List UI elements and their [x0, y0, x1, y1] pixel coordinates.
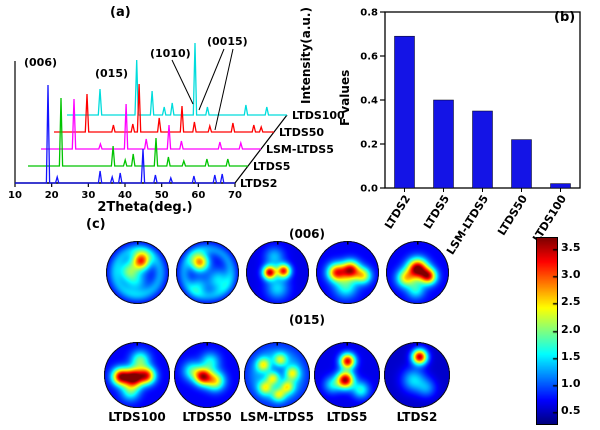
- xrd-plot: 10 20 30 40 50 60 70 LTDS100 LTDS50 LSM-LTDS5 LTDS…: [8, 35, 345, 201]
- colorbar-tick-label: 1.0: [561, 377, 581, 390]
- panel-c-label: (c): [86, 217, 106, 232]
- bar-y-tick-label: 0.4: [360, 96, 378, 107]
- pole-row-label-006: (006): [288, 227, 326, 241]
- pole-figure-015-LTDS50: [174, 342, 240, 408]
- bar-LSM-LTDS5: [472, 110, 493, 189]
- pole-column-label-LTDS50: LTDS50: [182, 410, 232, 424]
- colorbar-tick-label: 0.5: [561, 404, 581, 417]
- xrd-peak-pointer-line: [171, 59, 194, 105]
- xrd-xaxis-title: 2Theta(deg.): [97, 200, 193, 215]
- xrd-peak-label: (006): [24, 56, 57, 69]
- xrd-peak-label: (1010): [150, 47, 191, 60]
- colorbar-tick-label: 3.5: [561, 241, 581, 254]
- xrd-series-label-LSM-LTDS5: LSM-LTDS5: [266, 143, 334, 156]
- bar-y-tick-label: 0.0: [360, 184, 378, 195]
- xrd-peak-label: (0015): [207, 35, 248, 48]
- xrd-trace-LTDS50: [54, 83, 274, 133]
- xrd-peak-pointer-line: [214, 48, 234, 131]
- panel-b-f-values-bar-chart: 0.0 0.2 0.4 0.6 0.8 LTDS2 LTDS5 LSM-LTDS5 LTDS50…: [330, 0, 600, 257]
- xrd-x-tick-label: 30: [81, 190, 95, 201]
- pole-figure-006-LTDS5: [315, 241, 379, 304]
- xrd-series-label-LTDS50: LTDS50: [279, 126, 324, 139]
- bar-y-tick-label: 0.8: [360, 8, 378, 19]
- pole-figure-006-LTDS100: [105, 241, 169, 304]
- panel-a-xrd-waterfall: 10 20 30 40 50 60 70 LTDS100 LTDS50 LSM-LTDS5 LTDS…: [0, 0, 350, 218]
- colorbar-tick-label: 1.5: [561, 350, 581, 363]
- bar-y-tick-label: 0.6: [360, 52, 378, 63]
- xrd-x-tick-label: 60: [191, 190, 205, 201]
- xrd-peak-label: (015): [95, 67, 128, 80]
- xrd-trace-LSM-LTDS5: [41, 98, 261, 150]
- xrd-x-tick-label: 20: [45, 190, 59, 201]
- colorbar-tick-label: 2.0: [561, 323, 581, 336]
- xrd-x-tick-label: 10: [8, 190, 22, 201]
- bar-y-tick-label: 0.2: [360, 140, 378, 151]
- bar-LTDS2: [394, 35, 415, 189]
- pole-column-label-LTDS100: LTDS100: [108, 410, 166, 424]
- xrd-trace-LTDS5: [28, 97, 248, 167]
- pole-figure-015-LSM-LTDS5: [244, 342, 310, 408]
- pole-figure-015-LTDS5: [314, 342, 380, 408]
- xrd-series-label-LTDS100: LTDS100: [292, 109, 345, 122]
- pole-figure-006-LSM-LTDS5: [245, 241, 309, 304]
- pole-figure-015-LTDS100: [104, 342, 170, 408]
- bar-yaxis-title: F values: [338, 69, 352, 126]
- pole-column-label-LTDS5: LTDS5: [326, 410, 368, 424]
- xrd-trace-LTDS100: [67, 42, 287, 116]
- xrd-series-label-LTDS2: LTDS2: [240, 177, 277, 190]
- xrd-peak-pointer-line: [198, 48, 225, 111]
- bar-LTDS5: [433, 99, 454, 189]
- bar-LTDS50: [511, 139, 532, 189]
- colorbar: [536, 237, 558, 425]
- pole-column-label-LSM-LTDS5: LSM-LTDS5: [239, 410, 314, 424]
- colorbar-tick-label: 2.5: [561, 295, 581, 308]
- xrd-intensity-axis-title: Intensity(a.u.): [299, 7, 313, 104]
- xrd-x-tick-label: 40: [118, 190, 132, 201]
- pole-figure-015-LTDS2: [384, 342, 450, 408]
- panel-c-pole-figures: (c) (006) (015) LTDS100 LTDS50 LSM-LTDS5 LT…: [0, 215, 600, 430]
- bar-LTDS100: [550, 183, 571, 189]
- panel-b-label: (b): [554, 10, 576, 25]
- colorbar-tick-label: 3.0: [561, 268, 581, 281]
- pole-column-label-LTDS2: LTDS2: [396, 410, 438, 424]
- xrd-trace-LTDS2: [15, 84, 235, 184]
- pole-figure-006-LTDS2: [385, 241, 449, 304]
- xrd-x-tick-label: 70: [228, 190, 242, 201]
- xrd-x-tick-label: 50: [155, 190, 169, 201]
- xrd-series-label-LTDS5: LTDS5: [253, 160, 290, 173]
- pole-figure-006-LTDS50: [175, 241, 239, 304]
- panel-a-label: (a): [110, 5, 131, 20]
- pole-row-label-015: (015): [288, 313, 326, 327]
